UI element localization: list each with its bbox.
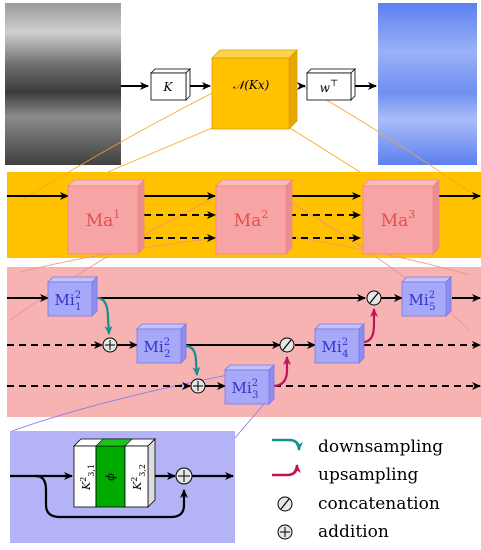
k-box: K xyxy=(150,68,191,101)
micro-block-3: Mi2 3 xyxy=(224,364,275,405)
concatenation-op-1 xyxy=(279,337,295,353)
micro-block-label: Mi2 2 xyxy=(144,337,171,360)
w-label: w⊤ xyxy=(320,79,339,95)
k-label: K xyxy=(163,80,174,94)
conv2-label: K23,2 xyxy=(130,464,147,491)
downsample-arrow-2 xyxy=(184,344,201,376)
conv2-panel xyxy=(124,445,149,508)
concatenation-op-2 xyxy=(366,290,382,306)
downsample-arrow-1 xyxy=(96,296,113,335)
micro-block-label: Mi2 3 xyxy=(232,378,259,401)
detail-conv-block: K23,1 ϕ K23,2 xyxy=(73,438,156,508)
upsample-arrow-1 xyxy=(272,356,291,388)
detail-addition-op xyxy=(175,467,193,485)
legend-addition-label: addition xyxy=(318,522,389,542)
macro-block-label: Ma1 xyxy=(86,208,121,231)
phi-panel xyxy=(95,445,126,508)
legend-upsampling-icon xyxy=(272,464,301,477)
legend-concatenation-label: concatenation xyxy=(318,494,440,514)
addition-op-2 xyxy=(190,378,206,394)
input-image xyxy=(5,3,121,165)
w-box: w⊤ xyxy=(306,68,356,101)
detail-residual-path xyxy=(35,474,188,519)
n-label: 𝒩(Kx) xyxy=(233,78,270,92)
legend-addition-icon xyxy=(277,524,293,540)
micro-block-4: Mi2 4 xyxy=(314,323,365,364)
n-box: 𝒩(Kx) xyxy=(211,49,298,130)
micro-block-1: Mi2 1 xyxy=(47,276,98,317)
legend-concatenation-icon xyxy=(277,496,293,512)
legend-upsampling-label: upsampling xyxy=(318,465,419,485)
micro-block-5: Mi2 5 xyxy=(401,276,452,317)
macro-block-2: Ma2 xyxy=(215,179,293,255)
legend-downsampling-icon xyxy=(272,438,303,451)
upsample-arrow-2 xyxy=(362,308,378,344)
macro-block-label: Ma3 xyxy=(381,208,416,231)
micro-block-2: Mi2 2 xyxy=(136,323,187,364)
micro-block-label: Mi2 1 xyxy=(55,290,82,313)
output-image xyxy=(378,3,477,165)
macro-block-3: Ma3 xyxy=(362,179,440,255)
legend-downsampling-label: downsampling xyxy=(318,437,443,457)
legend: downsampling upsampling concatenation ad… xyxy=(272,437,443,542)
micro-block-label: Mi2 5 xyxy=(409,290,436,313)
micro-block-label: Mi2 4 xyxy=(322,337,349,360)
addition-op-1 xyxy=(102,337,118,353)
phi-label: ϕ xyxy=(104,473,117,481)
macro-block-label: Ma2 xyxy=(234,208,269,231)
conv1-label: K23,1 xyxy=(79,464,96,491)
macro-block-1: Ma1 xyxy=(67,179,145,255)
